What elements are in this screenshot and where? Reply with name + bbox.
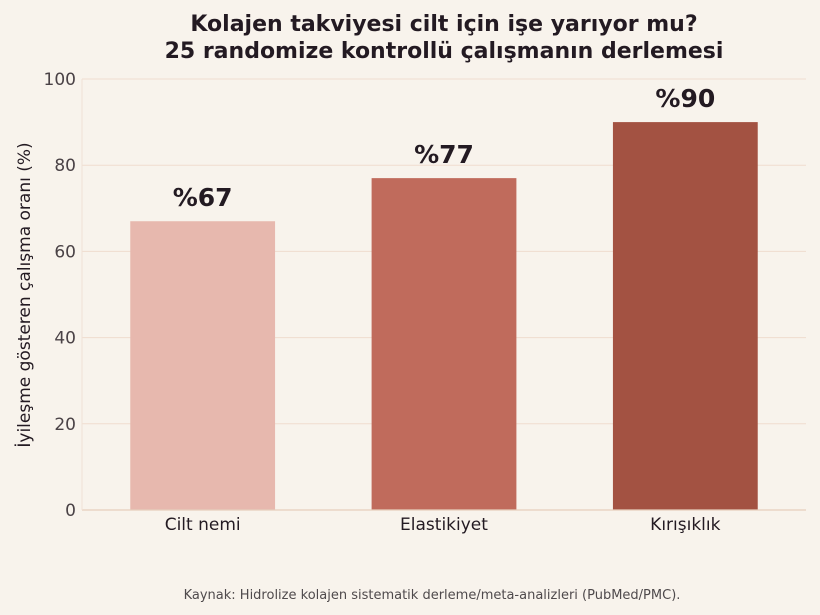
x-category-label: Elastikiyet: [400, 515, 488, 535]
chart-title-line-2: 25 randomize kontrollü çalışmanın derlem…: [165, 39, 724, 64]
y-tick-label: 40: [54, 329, 76, 349]
y-tick-label: 20: [54, 415, 76, 435]
y-tick-label: 80: [54, 156, 76, 176]
bar-cilt-nemi: [130, 221, 276, 511]
x-category-label: Cilt nemi: [165, 515, 241, 535]
x-category-label: Kırışıklık: [650, 515, 720, 535]
value-label: %77: [414, 140, 474, 169]
bar-elastikiyet: [371, 178, 517, 510]
value-label: %67: [173, 183, 233, 212]
value-labels: %67 %77 %90: [173, 84, 716, 212]
x-axis-categories: Cilt nemi Elastikiyet Kırışıklık: [165, 515, 721, 535]
chart-title-line-1: Kolajen takviyesi cilt için işe yarıyor …: [190, 12, 697, 37]
bar-kırışıklık: [612, 122, 758, 510]
bars: [130, 122, 758, 511]
y-axis-title: İyileşme gösteren çalışma oranı (%): [14, 142, 35, 447]
y-axis-ticks: 0 20 40 60 80 100: [44, 70, 76, 521]
y-tick-label: 100: [44, 70, 76, 90]
y-tick-label: 0: [65, 501, 76, 521]
value-label: %90: [655, 84, 715, 113]
y-tick-label: 60: [54, 242, 76, 262]
source-note: Kaynak: Hidrolize kolajen sistematik der…: [184, 588, 681, 603]
